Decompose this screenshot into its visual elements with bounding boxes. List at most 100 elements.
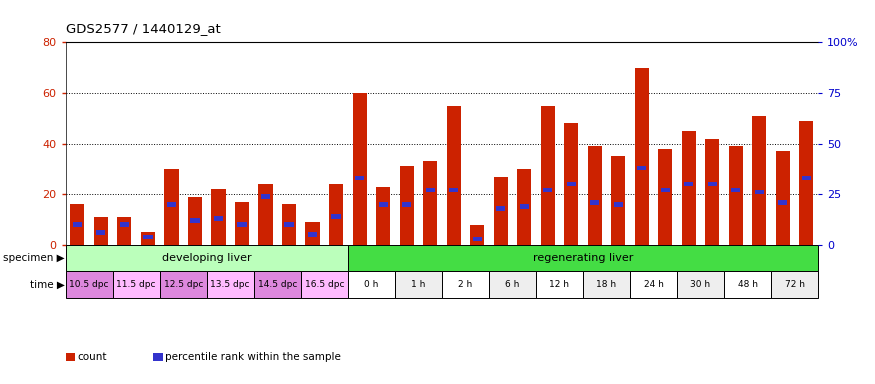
Bar — [258, 184, 273, 245]
Text: 13.5 dpc: 13.5 dpc — [211, 280, 250, 289]
Bar — [536, 271, 583, 298]
Bar — [113, 271, 160, 298]
Bar — [214, 216, 223, 221]
Bar — [424, 161, 438, 245]
Bar — [682, 131, 696, 245]
Bar — [611, 156, 626, 245]
Bar — [658, 149, 672, 245]
Bar — [160, 271, 206, 298]
Bar — [684, 182, 693, 186]
Bar — [724, 271, 771, 298]
Bar — [564, 123, 578, 245]
Bar — [117, 217, 131, 245]
Bar — [496, 206, 505, 211]
Text: 30 h: 30 h — [690, 280, 710, 289]
Bar — [541, 106, 555, 245]
Bar — [776, 151, 790, 245]
Bar — [254, 271, 301, 298]
Bar — [637, 166, 647, 170]
Bar — [470, 225, 484, 245]
Bar — [234, 202, 249, 245]
Text: 12.5 dpc: 12.5 dpc — [164, 280, 203, 289]
Bar — [489, 271, 536, 298]
Bar — [348, 245, 818, 271]
Bar — [473, 237, 482, 241]
Bar — [73, 222, 82, 227]
Bar — [442, 271, 489, 298]
Bar — [167, 202, 176, 207]
Bar — [282, 204, 296, 245]
Bar — [752, 116, 766, 245]
Text: 48 h: 48 h — [738, 280, 758, 289]
Bar — [449, 188, 458, 192]
Bar — [191, 218, 200, 223]
Text: 14.5 dpc: 14.5 dpc — [257, 280, 297, 289]
Bar — [141, 232, 155, 245]
Bar — [708, 182, 717, 186]
Bar — [66, 271, 113, 298]
Bar — [517, 169, 531, 245]
Bar — [164, 169, 178, 245]
Bar — [634, 68, 649, 245]
Bar — [70, 204, 84, 245]
Bar — [355, 176, 364, 180]
Bar — [237, 222, 247, 227]
Bar — [543, 188, 552, 192]
Bar — [771, 271, 818, 298]
Text: percentile rank within the sample: percentile rank within the sample — [165, 352, 341, 362]
Bar — [588, 146, 602, 245]
Text: count: count — [78, 352, 108, 362]
Bar — [729, 146, 743, 245]
Text: time ▶: time ▶ — [30, 280, 65, 290]
Bar — [613, 202, 623, 207]
Bar — [212, 189, 226, 245]
Bar — [94, 217, 108, 245]
Bar — [630, 271, 677, 298]
Bar — [800, 121, 814, 245]
Text: specimen ▶: specimen ▶ — [4, 253, 65, 263]
Bar — [425, 188, 435, 192]
Bar — [661, 188, 670, 192]
Text: developing liver: developing liver — [162, 253, 251, 263]
Bar — [348, 271, 395, 298]
Bar — [732, 188, 740, 192]
Bar — [402, 202, 411, 207]
Text: 18 h: 18 h — [597, 280, 617, 289]
Bar — [755, 190, 764, 194]
Bar — [144, 235, 152, 239]
Bar — [376, 187, 390, 245]
Bar — [802, 176, 811, 180]
Text: 12 h: 12 h — [550, 280, 570, 289]
Bar — [188, 197, 202, 245]
Bar — [395, 271, 442, 298]
Text: 0 h: 0 h — [364, 280, 379, 289]
Bar — [705, 139, 719, 245]
Bar — [379, 202, 388, 207]
Bar — [284, 222, 294, 227]
Bar — [308, 232, 317, 237]
Text: 6 h: 6 h — [505, 280, 520, 289]
Bar — [400, 166, 414, 245]
Text: 24 h: 24 h — [644, 280, 663, 289]
Bar — [583, 271, 630, 298]
Bar — [305, 222, 319, 245]
Text: 10.5 dpc: 10.5 dpc — [69, 280, 108, 289]
Bar — [329, 184, 343, 245]
Bar — [332, 214, 340, 219]
Bar — [493, 177, 507, 245]
Bar — [778, 200, 788, 205]
Bar — [261, 194, 270, 199]
Bar — [567, 182, 576, 186]
Bar — [520, 204, 528, 209]
Text: 72 h: 72 h — [785, 280, 805, 289]
Text: GDS2577 / 1440129_at: GDS2577 / 1440129_at — [66, 22, 220, 35]
Text: 2 h: 2 h — [458, 280, 472, 289]
Bar — [590, 200, 599, 205]
Text: 1 h: 1 h — [411, 280, 425, 289]
Bar — [353, 93, 367, 245]
Text: regenerating liver: regenerating liver — [533, 253, 634, 263]
Text: 16.5 dpc: 16.5 dpc — [304, 280, 344, 289]
Bar — [66, 245, 348, 271]
Bar — [120, 222, 129, 227]
Text: 11.5 dpc: 11.5 dpc — [116, 280, 156, 289]
